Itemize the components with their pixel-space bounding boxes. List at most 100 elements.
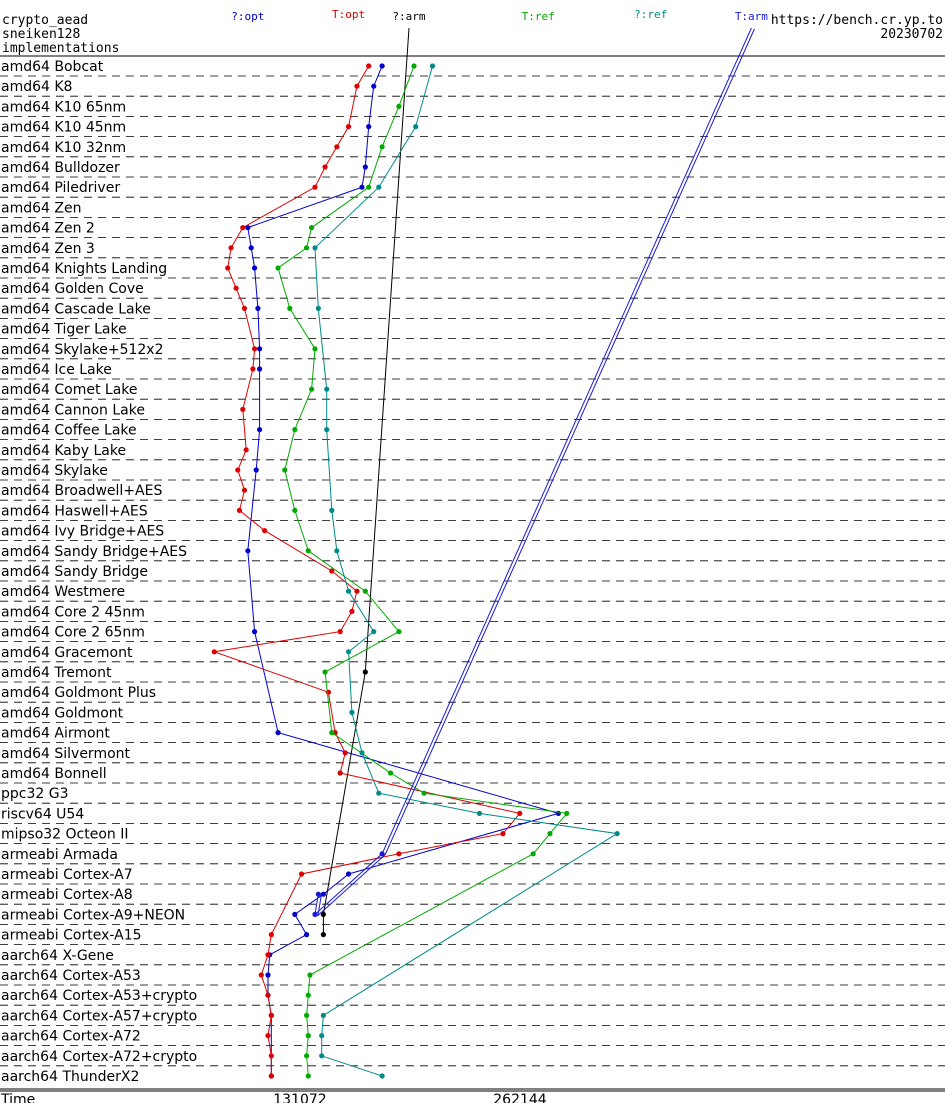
category-label: amd64 Skylake+512x2 [1, 342, 163, 358]
data-point [287, 305, 293, 311]
category-label: amd64 Kaby Lake [1, 443, 126, 459]
data-point [324, 427, 330, 433]
series-label: T:opt [332, 8, 365, 21]
data-point [265, 972, 271, 978]
data-point [362, 669, 368, 675]
category-label: amd64 Zen 2 [1, 221, 95, 237]
data-point [329, 568, 335, 574]
data-point [345, 649, 352, 655]
data-point [517, 810, 523, 817]
data-point [334, 144, 340, 150]
data-point [265, 992, 271, 998]
data-point [240, 406, 246, 412]
data-point [379, 1073, 385, 1079]
category-label: aarch64 X-Gene [1, 948, 114, 964]
category-label: amd64 Goldmont [1, 705, 124, 721]
data-point [413, 124, 419, 130]
header-line2: sneiken128 [2, 27, 81, 42]
data-point [329, 730, 335, 736]
data-point [366, 63, 372, 69]
data-point [305, 548, 311, 554]
data-point [379, 144, 385, 150]
x-axis-title: Time [0, 1092, 35, 1103]
category-label: amd64 Goldmont Plus [1, 685, 156, 701]
data-point [256, 427, 263, 433]
data-point [320, 891, 326, 897]
data-point [312, 184, 318, 190]
data-point [305, 1073, 311, 1079]
data-point [315, 891, 321, 897]
data-point [309, 225, 315, 231]
data-point [245, 225, 251, 231]
data-point [235, 467, 241, 473]
series-label: T:arm [735, 10, 768, 23]
data-point [359, 750, 365, 756]
category-label: amd64 Tremont [1, 665, 112, 681]
data-point [396, 851, 402, 857]
data-point [275, 730, 281, 736]
data-point [312, 346, 318, 352]
data-point [337, 629, 343, 635]
data-point [320, 911, 326, 918]
series-label: ?:opt [231, 10, 264, 23]
data-point [309, 386, 315, 392]
category-label: amd64 Comet Lake [1, 382, 138, 398]
category-label: amd64 Silvermont [1, 746, 131, 762]
category-label: amd64 K10 45nm [1, 120, 126, 136]
data-point [329, 507, 335, 513]
data-point [305, 992, 311, 998]
category-label: amd64 Zen 3 [1, 241, 95, 257]
data-point [354, 588, 360, 594]
data-point [241, 305, 248, 311]
data-point [236, 507, 243, 513]
category-label: amd64 Golden Cove [1, 281, 144, 297]
data-point [243, 447, 249, 453]
category-label: amd64 Zen [1, 200, 81, 216]
data-point [262, 528, 268, 534]
category-label: amd64 Cascade Lake [1, 301, 151, 317]
data-point [366, 124, 372, 130]
data-point [320, 1012, 326, 1019]
data-point [345, 588, 352, 594]
data-point [228, 245, 234, 251]
data-point [362, 164, 368, 170]
data-point [307, 972, 313, 978]
category-label: aarch64 Cortex-A53 [1, 968, 141, 984]
category-label: aarch64 Cortex-A72+crypto [1, 1049, 197, 1065]
data-point [268, 1012, 274, 1019]
data-point [324, 386, 330, 392]
data-point [233, 285, 239, 291]
data-point [248, 245, 254, 251]
data-point [547, 831, 553, 837]
data-point [362, 588, 368, 594]
data-point [376, 184, 382, 190]
data-point [303, 1053, 310, 1059]
series-label: ?:ref [634, 8, 667, 21]
series-line [322, 27, 410, 935]
data-point [411, 63, 417, 69]
data-point [250, 366, 256, 372]
data-point [387, 770, 394, 776]
data-point [376, 790, 382, 796]
series-label: ?:arm [392, 10, 425, 23]
category-label: amd64 Gracemont [1, 645, 133, 661]
category-label: amd64 Bulldozer [1, 160, 120, 176]
category-label: armeabi Cortex-A15 [1, 928, 142, 944]
data-point [256, 366, 263, 372]
data-point [322, 164, 328, 170]
category-label: amd64 Broadwell+AES [1, 483, 162, 499]
category-label: aarch64 Cortex-A53+crypto [1, 988, 197, 1004]
data-point [255, 305, 261, 311]
data-point [268, 932, 274, 938]
data-point [211, 649, 217, 655]
series-line [317, 28, 755, 917]
data-point [500, 831, 506, 837]
category-label: amd64 Coffee Lake [1, 423, 137, 439]
data-point [396, 629, 402, 635]
data-point [305, 1033, 311, 1039]
data-point [292, 507, 298, 513]
data-point [320, 932, 326, 938]
site-url: https://bench.cr.yp.to [770, 13, 943, 28]
category-label: ppc32 G3 [1, 786, 69, 802]
